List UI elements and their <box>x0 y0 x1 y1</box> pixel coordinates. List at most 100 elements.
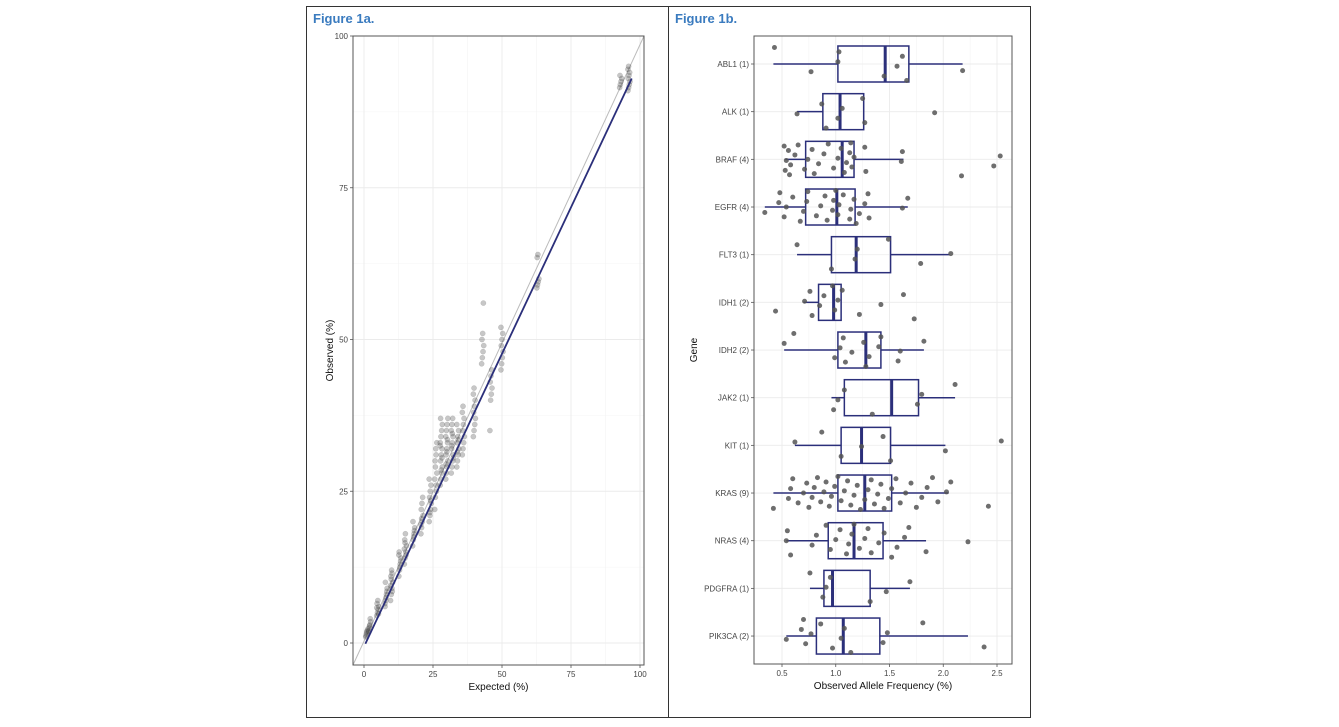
data-point <box>869 411 875 417</box>
data-point <box>384 585 390 592</box>
box <box>822 92 865 131</box>
figure-1a-panel: Figure 1a. 0 25 50 75 100 0 25 50 75 100 Expected … <box>306 6 669 718</box>
data-point <box>797 218 803 224</box>
data-point <box>889 554 895 560</box>
data-point <box>841 488 847 494</box>
data-point <box>849 531 855 537</box>
data-point <box>455 433 461 440</box>
data-point <box>396 552 402 558</box>
data-point <box>908 480 914 486</box>
data-point <box>832 307 838 313</box>
data-point <box>871 501 877 507</box>
data-point <box>831 197 837 203</box>
data-point <box>960 68 966 74</box>
data-point <box>788 552 794 558</box>
data-point <box>844 160 849 166</box>
data-point <box>426 476 432 482</box>
data-point <box>788 486 794 492</box>
data-point <box>388 567 395 573</box>
data-point <box>920 620 926 626</box>
data-point <box>375 597 381 604</box>
data-point <box>438 467 445 473</box>
identity-line <box>352 35 645 666</box>
data-point <box>471 385 477 391</box>
x-tick-label: 2.0 <box>938 669 950 678</box>
data-point <box>437 439 444 446</box>
data-point <box>461 415 467 422</box>
data-point <box>841 625 847 631</box>
data-point <box>418 530 424 537</box>
data-point <box>830 645 836 651</box>
data-point <box>460 445 466 452</box>
data-point <box>364 628 370 634</box>
data-point <box>426 494 433 501</box>
data-point <box>794 242 800 248</box>
data-point <box>437 415 444 422</box>
y-tick-label: ALK (1) <box>722 108 749 117</box>
data-point <box>401 537 408 543</box>
data-point <box>449 430 456 437</box>
data-point <box>837 345 843 351</box>
data-point <box>365 626 371 632</box>
data-point <box>419 494 426 501</box>
data-point <box>626 72 632 79</box>
data-point <box>894 63 900 69</box>
data-point <box>798 626 804 632</box>
data-point <box>809 494 815 500</box>
data-point <box>784 528 790 534</box>
data-point <box>478 360 485 367</box>
data-point <box>460 403 466 410</box>
data-point <box>455 452 461 458</box>
data-point <box>857 507 863 513</box>
x-tick-label: 1.0 <box>830 669 842 678</box>
data-point <box>813 532 819 538</box>
data-point <box>470 391 477 397</box>
plot-border <box>352 35 645 666</box>
data-point <box>802 298 808 304</box>
data-point <box>445 415 451 422</box>
y-tick-label: NRAS (4) <box>715 537 750 546</box>
data-point <box>801 208 806 214</box>
data-point <box>867 599 873 605</box>
data-point <box>830 207 836 213</box>
data-point <box>833 188 839 194</box>
data-point <box>443 427 450 434</box>
data-point <box>907 579 913 585</box>
y-tick-label: 50 <box>339 336 348 345</box>
data-point <box>625 63 632 70</box>
data-point <box>856 311 862 317</box>
data-point <box>851 154 857 160</box>
data-point <box>783 636 789 642</box>
data-point <box>856 545 862 551</box>
x-tick-label: 100 <box>633 670 647 679</box>
y-tick-label: ABL1 (1) <box>717 60 749 69</box>
data-point <box>835 397 841 403</box>
data-point <box>835 474 841 480</box>
data-point <box>776 200 782 206</box>
data-point <box>363 629 370 635</box>
y-axis-label: Gene <box>689 337 700 362</box>
data-point <box>444 439 451 446</box>
data-point <box>828 493 834 499</box>
data-point <box>840 192 846 198</box>
data-point <box>805 156 811 162</box>
data-point <box>434 439 440 446</box>
data-point <box>835 212 841 218</box>
y-tick-label: 25 <box>339 487 348 496</box>
data-point <box>433 452 439 458</box>
data-point <box>849 164 855 170</box>
data-point <box>819 429 825 435</box>
data-point <box>863 364 869 370</box>
y-tick-label: PIK3CA (2) <box>709 632 749 641</box>
data-point <box>449 421 455 428</box>
data-point <box>884 630 890 636</box>
data-point <box>437 442 444 449</box>
data-point <box>366 623 373 629</box>
data-point <box>959 173 965 179</box>
data-point <box>788 162 794 168</box>
data-point <box>453 421 460 428</box>
data-point <box>868 550 874 556</box>
data-point <box>455 427 462 434</box>
data-point <box>865 487 871 493</box>
data-point <box>428 482 434 488</box>
